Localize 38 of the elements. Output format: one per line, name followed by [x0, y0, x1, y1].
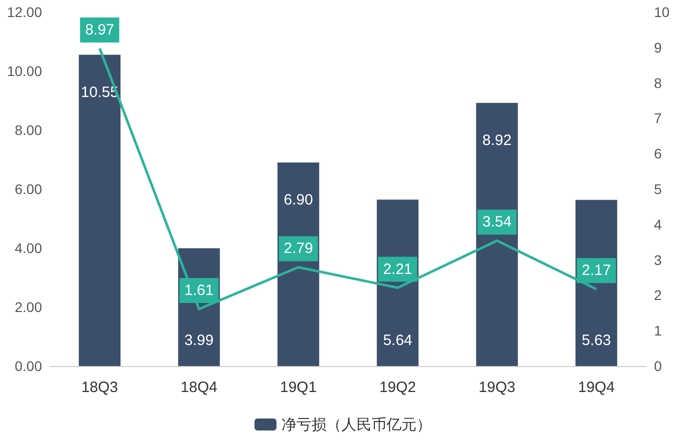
x-tick-label: 19Q4: [578, 379, 615, 396]
data-label: 3.99: [184, 332, 214, 349]
y-tick-label: 2.00: [14, 299, 42, 315]
y2-tick-label: 9: [654, 39, 662, 56]
bar: [78, 54, 121, 366]
y-tick-label: 0.00: [14, 358, 42, 374]
y2-tick-label: 1: [654, 322, 662, 339]
x-tick-label: 18Q4: [180, 379, 218, 396]
y2-tick-label: 4: [654, 216, 662, 232]
y-tick-label: 10.00: [6, 63, 42, 79]
data-label: 5.64: [383, 332, 412, 349]
y2-tick-label: 6: [654, 146, 662, 162]
data-label: 8.97: [85, 21, 114, 38]
data-label: 5.63: [582, 332, 611, 349]
y2-tick-label: 5: [654, 181, 662, 197]
data-label: 8.92: [482, 132, 512, 149]
y2-tick-label: 3: [654, 252, 662, 268]
y2-tick-label: 2: [654, 287, 662, 304]
y-tick-label: 6.00: [14, 181, 42, 197]
x-tick-label: 19Q2: [379, 379, 416, 396]
data-label: 2.17: [582, 262, 611, 280]
y2-tick-label: 10: [654, 4, 670, 20]
data-label: 1.61: [184, 282, 214, 300]
data-label: 6.90: [284, 191, 313, 208]
x-tick-label: 19Q1: [280, 379, 317, 396]
y2-tick-label: 8: [654, 74, 662, 91]
y-tick-label: 12.00: [6, 4, 42, 20]
y2-tick-label: 0: [654, 358, 662, 374]
y-tick-label: 8.00: [14, 122, 42, 138]
legend-label: 净亏损（人民币亿元）: [282, 416, 432, 434]
y2-tick-label: 7: [654, 110, 662, 126]
x-tick-label: 19Q3: [478, 379, 516, 396]
data-label: 2.79: [284, 240, 313, 258]
data-label: 2.21: [383, 260, 412, 278]
y-tick-label: 4.00: [14, 240, 42, 256]
bar: [476, 102, 518, 366]
data-label: 3.54: [482, 214, 512, 231]
x-tick-label: 18Q3: [81, 379, 118, 396]
